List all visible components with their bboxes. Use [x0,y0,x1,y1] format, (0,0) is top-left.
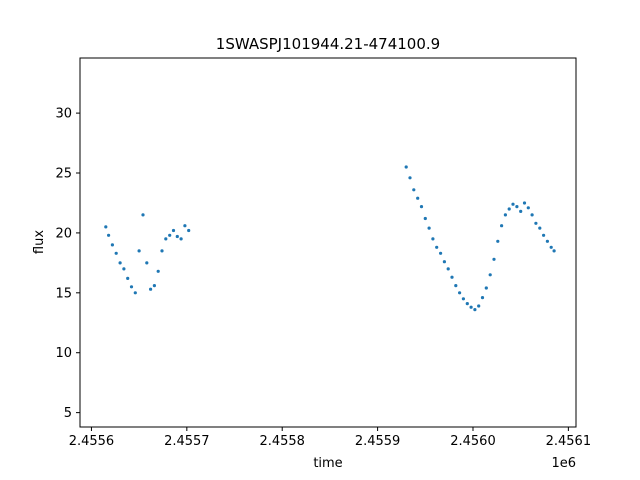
data-point [519,209,523,213]
data-point [465,302,469,306]
x-tick-label: 2.4558 [259,434,305,449]
data-point [534,221,538,225]
data-point [122,267,126,271]
data-point [404,165,408,169]
data-point [156,269,160,273]
plot-frame [79,57,577,428]
data-point [427,226,431,230]
data-point [145,261,149,265]
data-point [160,249,164,253]
data-point [552,249,556,253]
data-point [542,233,546,237]
data-point [450,275,454,279]
data-point [152,284,156,288]
x-tick-label: 2.4560 [450,434,496,449]
data-point [141,213,145,217]
data-point [129,285,134,289]
data-point [133,291,137,295]
data-point [164,237,168,241]
y-tick-label: 30 [55,107,72,122]
data-point [179,237,183,241]
data-point [484,286,488,290]
data-point [118,261,122,265]
data-point [107,233,111,237]
data-point [104,225,108,229]
data-point [454,284,458,288]
y-axis-ticks: 5 10 15 20 25 30 [55,107,80,421]
data-point [412,188,416,192]
x-tick-label: 2.4559 [355,434,401,449]
y-tick-label: 15 [55,286,72,301]
data-point [168,233,172,237]
chart-title: 1SWASPJ101944.21-474100.9 [216,35,440,53]
x-axis-label: time [313,456,342,471]
data-point [431,237,435,241]
data-point [416,196,420,200]
x-tick-label: 2.4556 [69,434,115,449]
data-point [446,267,450,271]
data-points [104,165,556,312]
data-point [175,234,179,239]
data-point [458,291,462,295]
data-point [496,239,500,243]
data-point [126,276,130,280]
y-tick-label: 25 [55,167,72,182]
data-point [477,304,481,308]
data-point [423,216,427,221]
data-point [439,251,443,255]
data-point [492,257,496,261]
data-point [522,201,527,205]
data-point [183,224,187,228]
x-tick-label: 2.4561 [546,434,592,449]
data-point [511,202,515,206]
y-tick-label: 5 [64,406,72,421]
data-point [545,239,550,243]
x-tick-label: 2.4557 [164,434,210,449]
data-point [419,205,424,209]
data-point [538,226,542,230]
data-point [500,224,504,228]
data-point [473,308,477,312]
data-point [507,207,511,211]
data-point [469,305,473,309]
data-point [488,273,492,277]
data-point [503,213,507,217]
data-point [137,249,141,253]
data-point [149,287,153,291]
data-point [171,228,176,233]
data-point [408,176,412,180]
data-point [187,228,191,233]
y-tick-label: 10 [55,346,72,361]
data-point [435,245,439,249]
data-point [114,251,118,255]
data-point [110,243,114,247]
data-point [461,297,465,301]
data-point [515,205,519,209]
data-point [549,245,553,249]
y-axis-label: flux [32,230,47,254]
data-point [442,260,446,264]
data-point [480,296,485,300]
x-axis-offset-label: 1e6 [551,456,576,471]
data-point [526,206,530,210]
x-axis-ticks: 2.4556 2.4557 2.4558 2.4559 2.4560 2.4561 [69,427,591,449]
y-tick-label: 20 [55,226,72,241]
data-point [530,213,534,217]
